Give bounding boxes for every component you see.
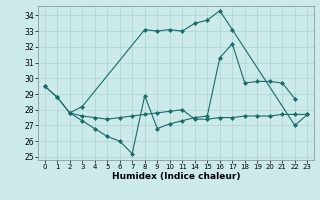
X-axis label: Humidex (Indice chaleur): Humidex (Indice chaleur) <box>112 172 240 181</box>
